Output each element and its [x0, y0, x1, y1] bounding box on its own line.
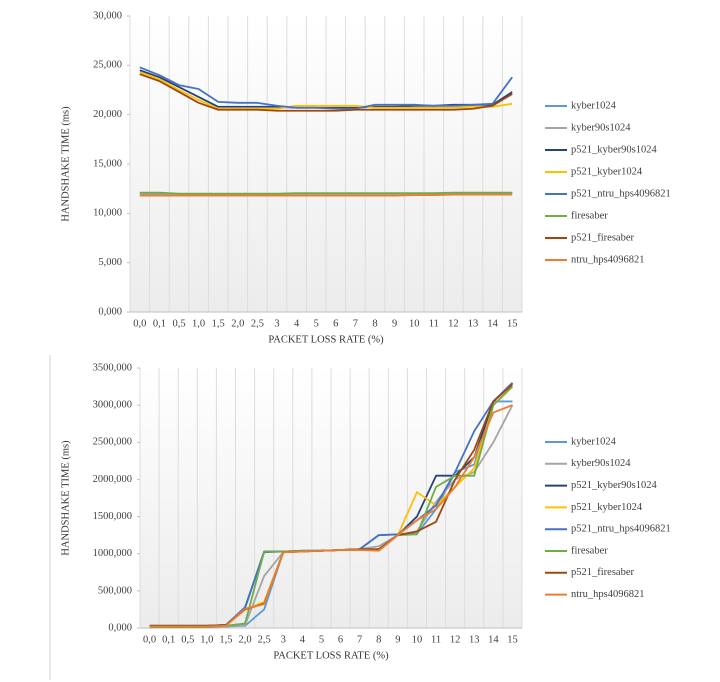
- x-tick-label: 1,5: [219, 634, 232, 645]
- y-tick-label: 1500,000: [93, 511, 132, 522]
- y-tick-label: 20,000: [93, 109, 122, 120]
- y-tick-label: 5,000: [98, 257, 122, 268]
- y-axis-title: HANDSHAKE TIME (ms): [60, 106, 71, 222]
- x-axis-title: PACKET LOSS RATE (%): [273, 650, 389, 661]
- legend-label: ntru_hps4096821: [571, 589, 645, 600]
- legend-label: kyber1024: [571, 436, 617, 447]
- x-tick-label: 7: [353, 318, 358, 329]
- legend-label: kyber1024: [571, 100, 617, 111]
- legend-label: p521_ntru_hps4096821: [571, 188, 671, 199]
- x-tick-label: 10: [412, 634, 423, 645]
- x-tick-label: 6: [333, 318, 338, 329]
- series-line: [149, 404, 513, 628]
- x-tick-label: 15: [507, 318, 518, 329]
- x-tick-label: 9: [395, 634, 400, 645]
- x-tick-label: 5: [319, 634, 324, 645]
- y-tick-label: 25,000: [93, 60, 122, 71]
- x-tick-label: 1,5: [212, 318, 225, 329]
- x-tick-label: 2,0: [238, 634, 251, 645]
- x-tick-label: 3: [274, 318, 279, 329]
- series-line: [139, 191, 513, 195]
- legend-label: firesaber: [571, 545, 608, 556]
- x-tick-label: 5: [314, 318, 319, 329]
- legend-label: firesaber: [571, 210, 608, 221]
- y-tick-label: 3500,000: [93, 362, 132, 373]
- series-line: [139, 192, 513, 196]
- x-tick-label: 13: [468, 318, 479, 329]
- x-tick-label: 10: [409, 318, 420, 329]
- x-tick-label: 0,1: [153, 318, 166, 329]
- y-tick-label: 30,000: [93, 10, 122, 21]
- legend-label: kyber90s1024: [571, 458, 631, 469]
- x-tick-label: 8: [372, 318, 377, 329]
- legend-label: ntru_hps4096821: [571, 254, 645, 265]
- y-tick-label: 1000,000: [93, 548, 132, 559]
- series-line: [139, 66, 513, 110]
- legend-label: p521_firesaber: [571, 232, 634, 243]
- legend-label: p521_kyber90s1024: [571, 144, 657, 155]
- y-tick-label: 2000,000: [93, 474, 132, 485]
- legend-label: p521_firesaber: [571, 567, 634, 578]
- x-tick-label: 12: [450, 634, 461, 645]
- legend-label: p521_kyber1024: [571, 502, 643, 513]
- x-tick-label: 12: [448, 318, 459, 329]
- y-tick-label: 2500,000: [93, 437, 132, 448]
- x-tick-label: 0,0: [133, 318, 146, 329]
- x-tick-label: 15: [507, 634, 518, 645]
- y-tick-label: 0,000: [108, 622, 132, 633]
- x-tick-label: 14: [488, 634, 499, 645]
- series-line: [139, 73, 513, 112]
- x-tick-label: 2,5: [258, 634, 271, 645]
- x-tick-label: 4: [294, 318, 300, 329]
- y-axis-title: HANDSHAKE TIME (ms): [60, 440, 71, 556]
- x-tick-label: 4: [300, 634, 306, 645]
- x-tick-label: 0,0: [143, 634, 156, 645]
- x-tick-label: 7: [357, 634, 362, 645]
- legend-label: p521_kyber90s1024: [571, 480, 657, 491]
- series-line: [139, 71, 513, 110]
- legend-label: kyber90s1024: [571, 122, 631, 133]
- x-tick-label: 1,0: [200, 634, 213, 645]
- x-tick-label: 8: [376, 634, 381, 645]
- y-tick-label: 3000,000: [93, 400, 132, 411]
- x-tick-label: 14: [487, 318, 498, 329]
- y-tick-label: 10,000: [93, 208, 122, 219]
- series-line: [139, 193, 513, 197]
- x-axis-title: PACKET LOSS RATE (%): [268, 334, 384, 345]
- x-tick-label: 13: [469, 634, 480, 645]
- y-tick-label: 0,000: [98, 306, 122, 317]
- x-tick-label: 0,5: [181, 634, 194, 645]
- x-tick-label: 6: [338, 634, 343, 645]
- legend-label: p521_ntru_hps4096821: [571, 524, 671, 535]
- x-tick-label: 9: [392, 318, 397, 329]
- y-tick-label: 500,000: [98, 585, 132, 596]
- x-tick-label: 2,0: [231, 318, 244, 329]
- x-tick-label: 11: [429, 318, 439, 329]
- x-tick-label: 1,0: [192, 318, 205, 329]
- x-tick-label: 11: [431, 634, 441, 645]
- y-tick-label: 15,000: [93, 158, 122, 169]
- legend-label: p521_kyber1024: [571, 166, 643, 177]
- x-tick-label: 2,5: [251, 318, 264, 329]
- x-tick-label: 0,1: [162, 634, 175, 645]
- x-tick-label: 0,5: [172, 318, 185, 329]
- x-tick-label: 3: [281, 634, 286, 645]
